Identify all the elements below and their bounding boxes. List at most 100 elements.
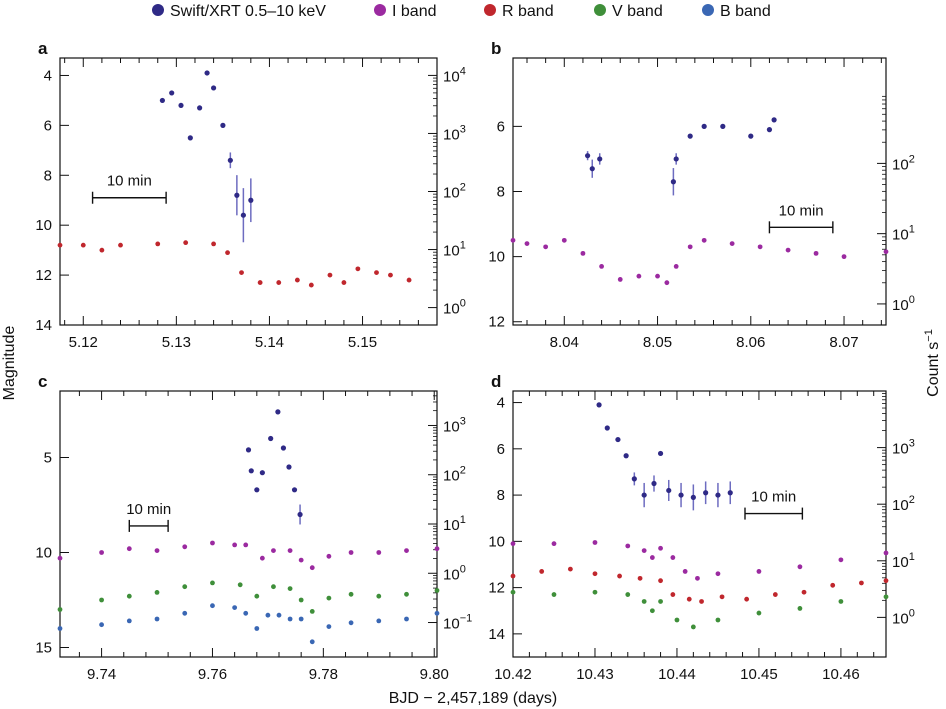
point-xray: [254, 487, 260, 493]
x-tick-label: 8.04: [550, 334, 579, 351]
point-v-band: [271, 584, 276, 590]
scale-bar-c: 10 min: [126, 501, 171, 532]
y-tick-label-right: 101: [892, 551, 915, 571]
y-tick-label-right: 100: [443, 298, 466, 318]
legend-marker-v-band: [594, 4, 606, 16]
x-tick-label: 9.78: [309, 666, 338, 683]
legend-label-xray: Swift/XRT 0.5–10 keV: [170, 3, 326, 20]
panel-a-frame: [59, 57, 438, 326]
point-i-band: [658, 545, 663, 551]
point-v-band: [838, 599, 844, 604]
y-tick-label-right: 102: [892, 494, 915, 514]
point-r-band: [539, 569, 545, 574]
legend-label-b-band: B band: [720, 3, 771, 20]
y-tick-label-right: 100: [892, 607, 915, 627]
y-tick-label-left: 4: [44, 67, 52, 84]
point-v-band: [510, 589, 516, 595]
point-xray: [748, 133, 754, 139]
series-xray: [245, 409, 303, 525]
point-i-band: [641, 548, 647, 553]
point-xray: [727, 490, 733, 496]
point-xray: [259, 470, 265, 476]
point-v-band: [298, 597, 304, 603]
point-i-band: [580, 250, 586, 256]
y-tick-label-left: 14: [35, 317, 52, 334]
y-tick-label-left: 10: [35, 545, 52, 562]
panel-d: d 10.42 10.43 10.44 10.45 10.46 4 6 8 10 12 14 100 10…: [488, 372, 915, 683]
point-r-band: [510, 573, 516, 579]
scale-bar-label: 10 min: [126, 501, 171, 518]
panel-c-label: c: [38, 372, 47, 391]
point-xray: [178, 102, 184, 109]
y-tick-label-right: 102: [892, 153, 915, 173]
panel-d-label: d: [491, 372, 501, 391]
point-r-band: [155, 241, 161, 247]
point-v-band: [756, 610, 762, 616]
point-r-band: [406, 277, 412, 283]
scale-bar-b: 10 min: [768, 202, 834, 234]
point-xray: [673, 156, 679, 162]
point-i-band: [543, 244, 549, 250]
point-xray: [245, 447, 252, 453]
point-i-band: [551, 541, 557, 547]
point-xray: [670, 179, 676, 185]
point-b-band: [404, 616, 409, 622]
point-i-band: [404, 548, 409, 553]
point-i-band: [729, 241, 735, 246]
point-b-band: [99, 622, 104, 628]
scale-bar-label: 10 min: [751, 489, 796, 506]
point-xray: [657, 450, 664, 457]
panel-b: b 8.04 8.05 8.06 8.07 6 8 10 12 100 101 102 10 min: [488, 39, 915, 351]
point-r-band: [670, 592, 676, 597]
panel-d-frame: [512, 390, 887, 658]
point-v-band: [210, 580, 215, 586]
point-i-band: [287, 548, 293, 553]
point-xray: [641, 492, 647, 498]
legend-label-v-band: V band: [612, 3, 663, 20]
point-i-band: [695, 575, 700, 581]
point-v-band: [592, 589, 598, 595]
point-i-band: [592, 540, 598, 545]
point-v-band: [99, 597, 104, 603]
series-i-band: [510, 540, 889, 581]
point-xray: [585, 153, 591, 159]
point-i-band: [126, 546, 132, 552]
point-r-band: [57, 242, 63, 248]
point-i-band: [99, 550, 104, 555]
x-tick-label: 5.15: [348, 334, 377, 351]
point-i-band: [298, 557, 304, 563]
x-tick-label: 10.45: [740, 666, 778, 683]
point-xray: [703, 490, 709, 496]
point-xray: [678, 492, 684, 498]
y-tick-label-right: 104: [443, 65, 466, 85]
point-i-band: [682, 569, 688, 574]
y-axis-title-right-base: Count s: [925, 342, 942, 397]
legend-marker-r-band: [484, 4, 496, 16]
y-tick-label-right: 103: [443, 123, 466, 143]
point-i-band: [813, 250, 819, 256]
series-xray: [159, 70, 254, 243]
point-r-band: [183, 240, 189, 246]
legend-marker-b-band: [702, 4, 714, 16]
series-v-band: [510, 589, 889, 630]
point-xray: [248, 197, 254, 203]
point-xray: [197, 105, 203, 111]
point-xray: [268, 435, 274, 442]
point-r-band: [592, 571, 598, 577]
point-v-band: [690, 624, 696, 630]
y-axis-title-right-sup: −1: [923, 329, 935, 342]
point-xray: [159, 97, 165, 104]
series-r-band: [57, 240, 412, 288]
point-r-band: [686, 596, 692, 602]
point-xray: [210, 85, 217, 91]
x-tick-label: 10.42: [494, 666, 532, 683]
legend-item-r-band: R band: [484, 3, 554, 20]
point-r-band: [118, 242, 123, 248]
point-xray: [604, 425, 610, 431]
y-tick-label-right: 100: [892, 294, 915, 314]
point-xray: [701, 123, 707, 129]
point-v-band: [254, 593, 260, 599]
point-v-band: [182, 584, 188, 590]
point-v-band: [154, 590, 160, 595]
point-i-band: [271, 548, 276, 553]
